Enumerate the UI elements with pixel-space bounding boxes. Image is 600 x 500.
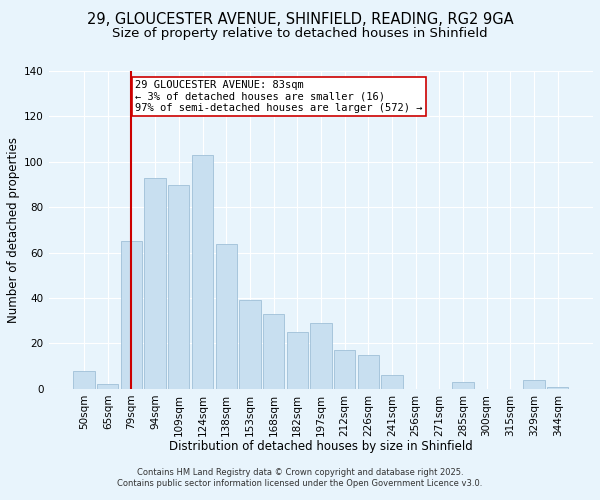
Y-axis label: Number of detached properties: Number of detached properties: [7, 137, 20, 323]
Text: Size of property relative to detached houses in Shinfield: Size of property relative to detached ho…: [112, 28, 488, 40]
Bar: [334, 350, 355, 389]
Bar: [547, 386, 568, 389]
Text: Contains HM Land Registry data © Crown copyright and database right 2025.
Contai: Contains HM Land Registry data © Crown c…: [118, 468, 482, 487]
Bar: [192, 155, 213, 389]
Bar: [215, 244, 237, 389]
Bar: [121, 242, 142, 389]
Bar: [239, 300, 260, 389]
Bar: [73, 370, 95, 389]
Text: 29, GLOUCESTER AVENUE, SHINFIELD, READING, RG2 9GA: 29, GLOUCESTER AVENUE, SHINFIELD, READIN…: [86, 12, 514, 28]
Bar: [358, 355, 379, 389]
Bar: [145, 178, 166, 389]
Bar: [452, 382, 473, 389]
Bar: [263, 314, 284, 389]
Bar: [310, 323, 332, 389]
Bar: [287, 332, 308, 389]
Bar: [168, 184, 190, 389]
Bar: [381, 376, 403, 389]
Bar: [523, 380, 545, 389]
Bar: [97, 384, 118, 389]
X-axis label: Distribution of detached houses by size in Shinfield: Distribution of detached houses by size …: [169, 440, 473, 453]
Text: 29 GLOUCESTER AVENUE: 83sqm
← 3% of detached houses are smaller (16)
97% of semi: 29 GLOUCESTER AVENUE: 83sqm ← 3% of deta…: [135, 80, 422, 113]
